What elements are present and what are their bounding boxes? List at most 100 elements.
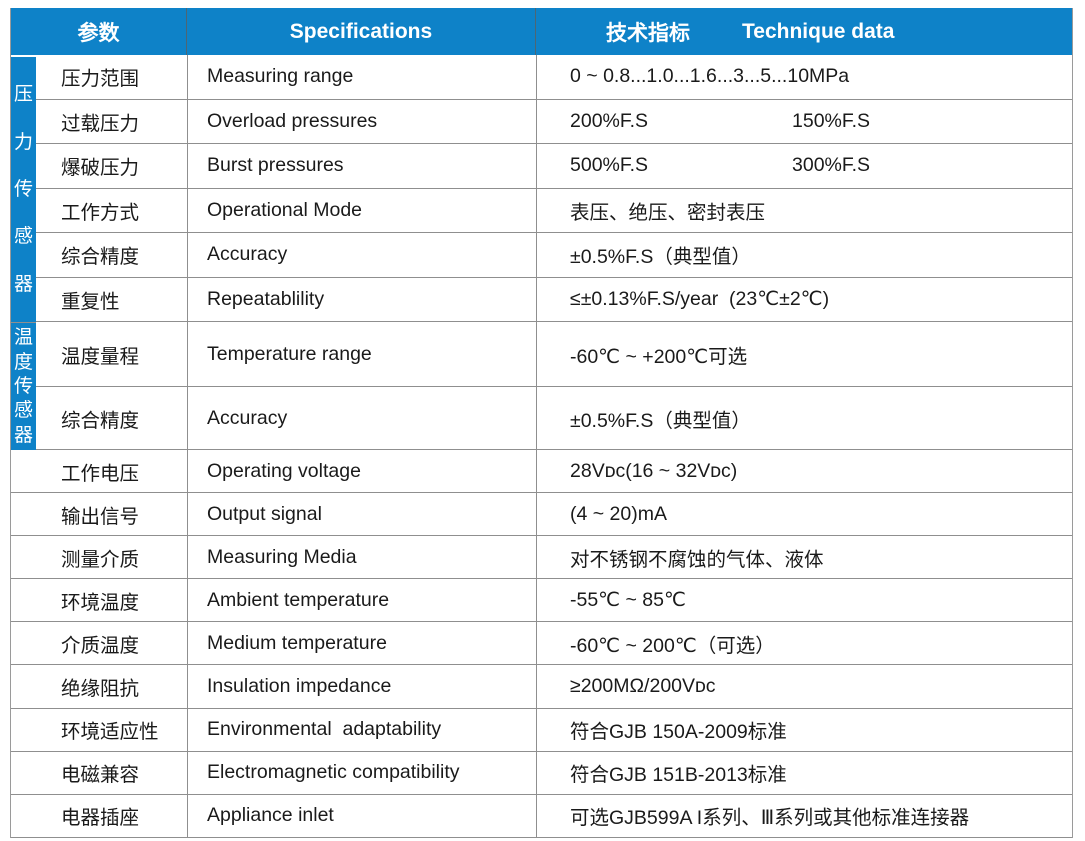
value-primary: ±0.5%F.S（典型值） (570, 409, 751, 432)
technique-value-cell: -60℃ ~ 200℃（可选） (536, 622, 1072, 665)
param-name-zh: 重复性 (61, 290, 120, 313)
table-row: 工作电压 Operating voltage 28Vᴅᴄ(16 ~ 32Vᴅᴄ) (11, 450, 1072, 494)
spec-name-en: Temperature range (187, 322, 536, 386)
value-primary: 500%F.S (570, 154, 649, 177)
value-primary: ≥200MΩ/200Vᴅᴄ (570, 675, 716, 698)
technique-value-cell: 0 ~ 0.8...1.0...1.6...3...5...10MPa (536, 55, 1072, 99)
spec-name-en: Measuring range (187, 55, 536, 99)
spec-name-en: Electromagnetic compatibility (187, 751, 536, 794)
technique-value-cell: (4 ~ 20)mA (536, 493, 1072, 536)
table-row: 测量介质 Measuring Media 对不锈钢不腐蚀的气体、液体 (11, 536, 1072, 580)
technique-value-cell: ±0.5%F.S（典型值） (536, 233, 1072, 277)
group-band-char: 力 (13, 131, 33, 153)
table-row: 爆破压力 Burst pressures 500%F.S 300%F.S (11, 144, 1072, 189)
technique-value-cell: ≤±0.13%F.S/year (23℃±2℃) (536, 277, 1072, 321)
value-primary: 0 ~ 0.8...1.0...1.6...3...5...10MPa (570, 65, 850, 88)
param-name-zh: 温度量程 (61, 345, 140, 368)
param-name-zh: 压力范围 (61, 68, 140, 91)
technique-value-cell: 500%F.S 300%F.S (536, 144, 1072, 188)
spec-name-en: Overload pressures (187, 99, 536, 143)
group-band-char: 感 (13, 226, 33, 248)
param-name-zh: 环境温度 (61, 591, 140, 614)
param-name-zh: 工作方式 (61, 201, 140, 224)
technique-value-cell: 表压、绝压、密封表压 (536, 188, 1072, 232)
table-row: 电器插座 Appliance inlet 可选GJB599A I系列、Ⅲ系列或其他标… (11, 794, 1072, 838)
spec-name-en: Burst pressures (187, 144, 536, 188)
param-name-zh: 测量介质 (61, 548, 140, 571)
group-band-char: 度 (13, 351, 33, 373)
table-row: 环境温度 Ambient temperature -55℃ ~ 85℃ (11, 579, 1072, 623)
spec-name-en: Accuracy (187, 387, 536, 449)
technique-value-cell: -60℃ ~ +200℃可选 (536, 322, 1072, 386)
technique-value-cell: 符合GJB 151B-2013标准 (536, 751, 1072, 794)
spec-name-en: Repeatablility (187, 277, 536, 321)
param-name-zh: 电器插座 (61, 807, 140, 830)
technique-value-cell: 可选GJB599A I系列、Ⅲ系列或其他标准连接器 (536, 794, 1072, 837)
technique-value-cell: ±0.5%F.S（典型值） (536, 387, 1072, 449)
group-band-temperature-sensor: 温度传感器 (11, 322, 36, 450)
spec-name-en: Accuracy (187, 233, 536, 277)
header-specifications-label: Specifications (289, 19, 433, 43)
param-name-zh: 爆破压力 (61, 157, 140, 180)
header-param-label: 参数 (77, 21, 120, 45)
table-row: 综合精度 Accuracy ±0.5%F.S（典型值） (11, 233, 1072, 278)
group-band-char: 感 (13, 400, 33, 422)
technique-value-cell: 200%F.S 150%F.S (536, 99, 1072, 143)
param-name-zh: 综合精度 (61, 246, 140, 269)
technique-value-cell: -55℃ ~ 85℃ (536, 579, 1072, 622)
param-name-zh: 介质温度 (61, 634, 140, 657)
table-rows: 压力范围 Measuring range 0 ~ 0.8...1.0...1.6..… (11, 55, 1072, 838)
technique-value-cell: ≥200MΩ/200Vᴅᴄ (536, 665, 1072, 708)
spec-name-en: Operational Mode (187, 188, 536, 232)
spec-name-en: Output signal (187, 493, 536, 536)
value-primary: -55℃ ~ 85℃ (570, 589, 686, 612)
value-primary: 表压、绝压、密封表压 (570, 201, 766, 224)
param-name-zh: 综合精度 (61, 409, 140, 432)
specification-table: 参数 Specifications 技术指标 Technique data 压力… (10, 8, 1073, 838)
group-band-char: 传 (13, 375, 33, 397)
group-band-char: 传 (13, 178, 33, 200)
value-primary: -60℃ ~ +200℃可选 (570, 345, 748, 368)
header-cell-technique-data: 技术指标 Technique data (536, 8, 1072, 55)
param-name-zh: 输出信号 (61, 505, 140, 528)
group-band-char: 器 (13, 273, 33, 295)
value-primary: 可选GJB599A I系列、Ⅲ系列或其他标准连接器 (570, 807, 970, 830)
header-cell-specifications: Specifications (187, 8, 536, 55)
table-row: 介质温度 Medium temperature -60℃ ~ 200℃（可选） (11, 622, 1072, 666)
value-primary: ±0.5%F.S（典型值） (570, 246, 751, 269)
value-primary: 200%F.S (570, 109, 649, 132)
group-band-char: 温 (13, 327, 33, 349)
technique-value-cell: 对不锈钢不腐蚀的气体、液体 (536, 536, 1072, 579)
table-row: 综合精度 Accuracy ±0.5%F.S（典型值） (11, 387, 1072, 450)
spec-name-en: Environmental adaptability (187, 708, 536, 751)
value-primary: 符合GJB 151B-2013标准 (570, 764, 787, 787)
table-row: 温度量程 Temperature range -60℃ ~ +200℃可选 (11, 322, 1072, 387)
table-header-row: 参数 Specifications 技术指标 Technique data (11, 8, 1072, 55)
spec-name-en: Measuring Media (187, 536, 536, 579)
spec-name-en: Insulation impedance (187, 665, 536, 708)
table-row: 过载压力 Overload pressures 200%F.S 150%F.S (11, 99, 1072, 144)
value-primary: 符合GJB 150A-2009标准 (570, 721, 787, 744)
technique-value-cell: 28Vᴅᴄ(16 ~ 32Vᴅᴄ) (536, 450, 1072, 493)
group-band-char: 压 (13, 84, 33, 106)
value-primary: ≤±0.13%F.S/year (23℃±2℃) (570, 288, 830, 311)
group-band-char: 器 (13, 424, 33, 446)
header-tech-en-label: Technique data (742, 19, 895, 43)
table-row: 工作方式 Operational Mode 表压、绝压、密封表压 (11, 188, 1072, 233)
value-primary: 28Vᴅᴄ(16 ~ 32Vᴅᴄ) (570, 459, 738, 482)
spec-name-en: Appliance inlet (187, 794, 536, 837)
value-secondary: 150%F.S (792, 109, 871, 132)
param-name-zh: 电磁兼容 (61, 764, 140, 787)
technique-value-cell: 符合GJB 150A-2009标准 (536, 708, 1072, 751)
header-tech-zh-label: 技术指标 (606, 21, 690, 45)
value-primary: -60℃ ~ 200℃（可选） (570, 634, 775, 657)
spec-name-en: Medium temperature (187, 622, 536, 665)
param-name-zh: 绝缘阻抗 (61, 678, 140, 701)
table-row: 环境适应性 Environmental adaptability 符合GJB 150… (11, 708, 1072, 752)
param-name-zh: 过载压力 (61, 112, 140, 135)
header-cell-param: 参数 (11, 8, 187, 55)
table-row: 输出信号 Output signal (4 ~ 20)mA (11, 493, 1072, 537)
table-row: 电磁兼容 Electromagnetic compatibility 符合GJB 1… (11, 751, 1072, 795)
param-name-zh: 环境适应性 (61, 721, 159, 744)
spec-name-en: Ambient temperature (187, 579, 536, 622)
